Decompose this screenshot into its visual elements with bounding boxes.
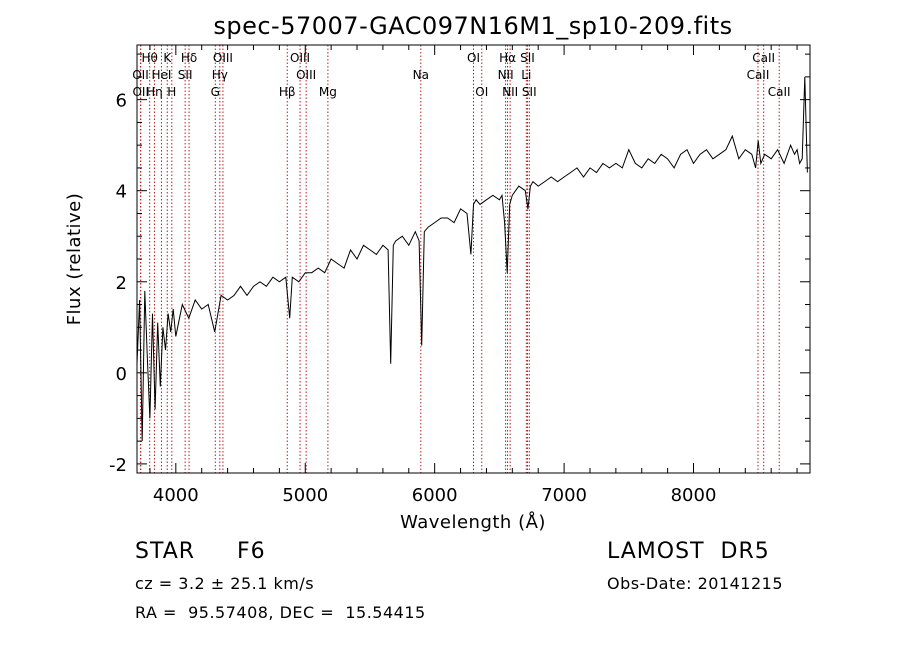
spectral-line-label: OI — [467, 51, 480, 65]
spectral-line-label: K — [163, 51, 172, 65]
object-subclass: F6 — [237, 539, 266, 564]
y-tick-label: 4 — [116, 182, 127, 203]
x-tick-label: 4000 — [153, 485, 199, 506]
spectral-line-label: OIII — [296, 68, 316, 82]
spectral-line-label: OII — [132, 68, 149, 82]
spectrum-series-line — [136, 76, 808, 442]
coordinates: RA = 95.57408, DEC = 15.54415 — [135, 603, 426, 622]
y-tick-label: -2 — [109, 455, 127, 476]
spectral-line-label: Hβ — [279, 85, 296, 99]
object-class: STAR — [135, 539, 196, 564]
spectral-line-label: G — [211, 85, 220, 99]
x-tick-label: 8000 — [671, 485, 717, 506]
y-axis-label: Flux (relative) — [64, 193, 85, 326]
y-tick-label: 0 — [116, 364, 127, 385]
spectral-line-labels: Hθ K Hδ OIII OIII OI Hα SII CaII OII HeI SII Hγ OIII N… — [132, 51, 790, 99]
spectral-line-label: H — [167, 85, 176, 99]
spectral-line-label: CaII — [768, 85, 791, 99]
chart-title: spec-57007-GAC097N16M1_sp10-209.fits — [213, 12, 732, 40]
spectral-line-label: NII — [498, 68, 514, 82]
survey-name: LAMOST DR5 — [607, 539, 770, 564]
x-axis-ticks: 4000 5000 6000 7000 8000 — [149, 45, 798, 506]
spectral-line-label: CaII — [752, 51, 775, 65]
x-tick-label: 6000 — [412, 485, 458, 506]
x-tick-label: 7000 — [541, 485, 587, 506]
spectral-line-label: Hγ — [212, 68, 228, 82]
y-axis-ticks: -2 0 2 4 6 — [109, 53, 810, 476]
y-tick-label: 2 — [116, 273, 127, 294]
spectral-line-label: Na — [413, 68, 429, 82]
spectral-line-label: Hη — [146, 85, 163, 99]
spectral-line-label: Hα — [499, 51, 516, 65]
spectral-line-label: OIII — [213, 51, 233, 65]
spectral-line-label: Hδ — [181, 51, 197, 65]
spectral-line-label: SII — [520, 51, 535, 65]
spectral-line-label: HeI — [151, 68, 171, 82]
spectral-line-label: NII — [502, 85, 518, 99]
spectral-line-label: SII — [178, 68, 193, 82]
spectral-line-label: Mg — [319, 85, 337, 99]
observation-date: Obs-Date: 20141215 — [607, 574, 784, 593]
spectral-line-label: Hθ — [141, 51, 157, 65]
spectral-line-label: Li — [521, 68, 531, 82]
x-axis-label: Wavelength (Å) — [400, 511, 546, 533]
spectral-line-label: SII — [522, 85, 537, 99]
y-tick-label: 6 — [116, 91, 127, 112]
x-tick-label: 5000 — [282, 485, 328, 506]
spectral-line-label: OIII — [290, 51, 310, 65]
spectral-line-label: OI — [475, 85, 488, 99]
redshift-value: cz = 3.2 ± 25.1 km/s — [135, 574, 315, 593]
spectral-line-label: CaII — [747, 68, 770, 82]
spectral-line-markers — [139, 45, 780, 473]
